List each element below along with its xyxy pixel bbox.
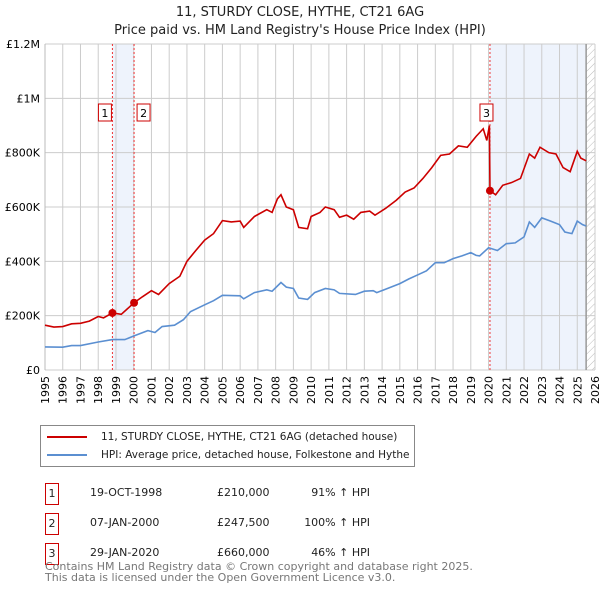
sale-date: 07-JAN-2000 [90,516,160,529]
x-tick-label: 2016 [412,376,425,404]
x-tick-label: 2009 [287,376,300,404]
x-tick-label: 2022 [518,376,531,404]
sale-row: 2 07-JAN-2000 £247,500 100% ↑ HPI [45,513,445,535]
x-tick-label: 1999 [110,376,123,404]
chart-subtitle: Price paid vs. HM Land Registry's House … [114,23,486,38]
x-tick-label: 2012 [341,376,354,404]
x-tick-label: 2024 [554,376,567,404]
x-tick-label: 1995 [39,376,52,404]
sale-row: 1 19-OCT-1998 £210,000 91% ↑ HPI [45,483,445,505]
x-tick-label: 2023 [536,376,549,404]
sale-price: £660,000 [217,546,270,559]
sale-price: £210,000 [217,486,270,499]
legend-item-property: 11, STURDY CLOSE, HYTHE, CT21 6AG (detac… [47,431,397,443]
footer-line: Contains HM Land Registry data © Crown c… [45,560,473,573]
legend-label: 11, STURDY CLOSE, HYTHE, CT21 6AG (detac… [101,431,398,443]
footer-line: This data is licensed under the Open Gov… [45,571,396,584]
x-tick-label: 2004 [199,376,212,404]
sale-point [485,186,494,195]
x-tick-label: 2005 [216,376,229,404]
x-tick-label: 2021 [500,376,513,404]
x-tick-label: 2013 [358,376,371,404]
x-tick-label: 1997 [74,376,87,404]
y-tick-label: £200K [5,310,41,323]
sale-date: 19-OCT-1998 [90,486,163,499]
x-tick-label: 1996 [57,376,70,404]
x-tick-label: 2000 [128,376,141,404]
x-tick-label: 2003 [181,376,194,404]
x-tick-label: 2015 [394,376,407,404]
red-line-swatch [47,436,87,438]
sale-number: 3 [45,543,59,565]
y-tick-label: £1M [17,92,41,105]
y-tick-label: £1.2M [6,38,40,51]
x-tick-label: 1998 [92,376,105,404]
x-tick-label: 2001 [145,376,158,404]
sale-label-box [479,103,494,122]
x-tick-label: 2010 [305,376,318,404]
legend-item-hpi: HPI: Average price, detached house, Folk… [47,449,409,461]
sale-label-number: 1 [101,107,108,120]
sale-label-number: 2 [140,107,147,120]
sale-number: 1 [45,483,59,505]
sale-price: £247,500 [217,516,270,529]
property-price-line [44,125,587,328]
sale-point [130,298,139,307]
sale-hpi-change: 100% ↑ HPI [304,516,370,529]
x-tick-label: 2017 [429,376,442,404]
sale-hpi-change: 46% ↑ HPI [311,546,370,559]
sale-label-box [97,103,112,122]
x-tick-label: 2018 [447,376,460,404]
y-tick-label: £0 [26,364,40,377]
x-tick-label: 2026 [589,376,600,404]
x-tick-label: 2019 [465,376,478,404]
sale-label-box [136,103,151,122]
hpi-line [44,216,587,348]
x-tick-label: 2025 [571,376,584,404]
sale-row: 3 29-JAN-2020 £660,000 46% ↑ HPI [45,543,445,565]
legend: 11, STURDY CLOSE, HYTHE, CT21 6AG (detac… [40,425,415,467]
y-tick-label: £400K [5,255,41,268]
y-tick-label: £800K [5,147,41,160]
price-chart: 1995 1996 1997 1998 1999 2000 2001 2002 2003 2004… [5,38,600,404]
legend-label: HPI: Average price, detached house, Folk… [101,449,410,461]
x-tick-label: 2006 [234,376,247,404]
y-tick-label: £600K [5,201,41,214]
x-tick-label: 2011 [323,376,336,404]
x-tick-label: 2008 [270,376,283,404]
sale-label-number: 3 [483,107,490,120]
sale-date: 29-JAN-2020 [90,546,160,559]
sale-hpi-change: 91% ↑ HPI [311,486,370,499]
x-tick-label: 2002 [163,376,176,404]
sale-number: 2 [45,513,59,535]
footer: Contains HM Land Registry data © Crown c… [45,561,473,583]
blue-line-swatch [47,454,87,456]
x-tick-label: 2020 [483,376,496,404]
x-tick-label: 2014 [376,376,389,404]
chart-title: 11, STURDY CLOSE, HYTHE, CT21 6AG [175,5,425,20]
x-tick-label: 2007 [252,376,265,404]
sale-point [108,308,117,317]
